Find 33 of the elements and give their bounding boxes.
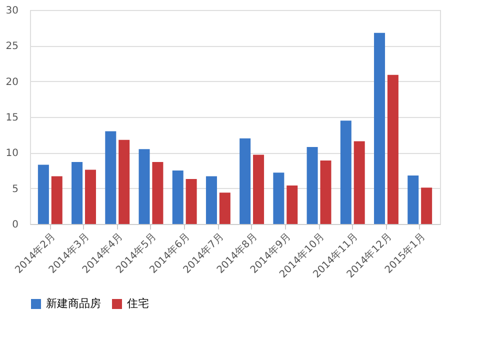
bar bbox=[253, 154, 264, 224]
bar bbox=[354, 141, 365, 224]
bar bbox=[38, 164, 49, 224]
bar bbox=[306, 146, 318, 224]
legend-label: 住宅 bbox=[127, 297, 149, 310]
legend-label: 新建商品房 bbox=[46, 297, 101, 310]
bar bbox=[51, 176, 62, 224]
y-tick-label: 10 bbox=[6, 148, 18, 160]
bar bbox=[72, 162, 83, 224]
bar bbox=[152, 162, 164, 224]
y-tick-label: 20 bbox=[6, 76, 18, 88]
bar bbox=[206, 176, 217, 224]
y-tick-label: 25 bbox=[6, 41, 18, 52]
bar bbox=[138, 149, 150, 224]
bar bbox=[387, 74, 398, 224]
bar bbox=[240, 138, 251, 224]
y-tick-label: 15 bbox=[6, 112, 18, 124]
bar bbox=[273, 172, 284, 224]
bar bbox=[105, 131, 116, 224]
bar bbox=[84, 170, 96, 224]
y-tick-label: 30 bbox=[6, 6, 18, 16]
bar bbox=[286, 185, 298, 224]
bar bbox=[421, 188, 432, 224]
bar bbox=[172, 170, 184, 224]
bar bbox=[118, 140, 130, 224]
y-tick-label: 5 bbox=[12, 184, 18, 195]
bar bbox=[219, 192, 230, 224]
y-tick-label: 0 bbox=[12, 220, 18, 230]
bar bbox=[186, 179, 197, 224]
bar bbox=[408, 175, 419, 224]
bar bbox=[340, 120, 352, 224]
bar bbox=[374, 32, 386, 224]
bar bbox=[320, 160, 332, 224]
